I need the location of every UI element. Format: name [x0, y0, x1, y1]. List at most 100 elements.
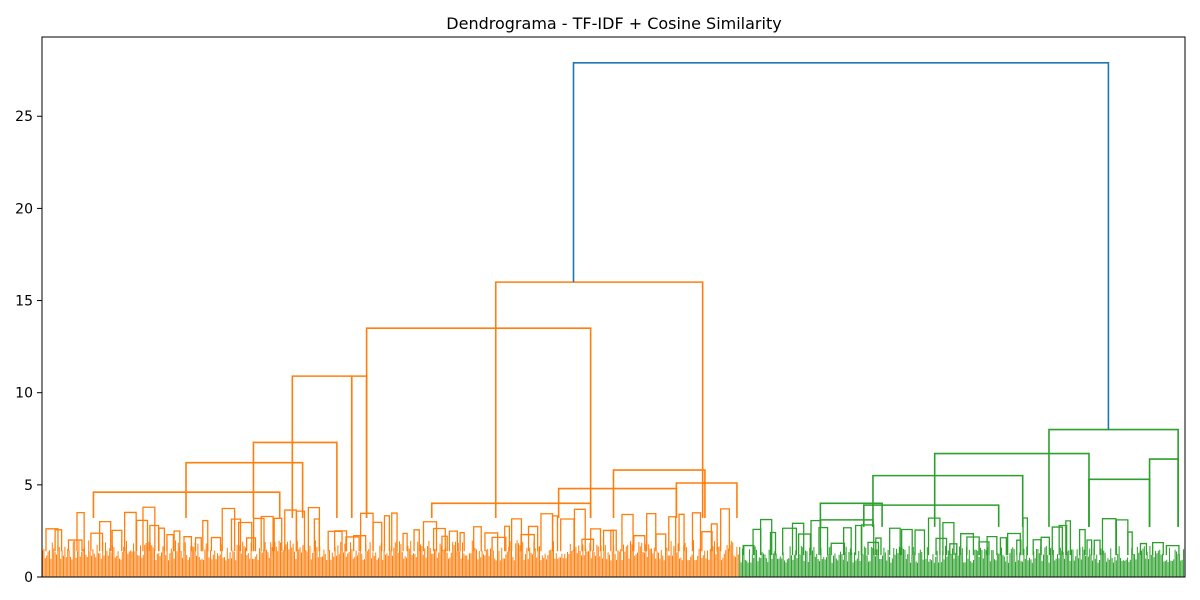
subcluster-link	[166, 533, 174, 552]
subcluster-link	[867, 541, 880, 556]
subcluster-link	[560, 518, 575, 552]
subcluster-link	[540, 513, 554, 552]
subcluster-link	[491, 536, 507, 552]
subcluster-link	[678, 513, 685, 552]
subcluster-link	[504, 525, 511, 552]
subcluster-link	[960, 533, 975, 556]
subcluster-link	[230, 518, 242, 552]
subcluster-link	[1040, 536, 1050, 556]
y-tick-label: 10	[15, 386, 33, 402]
subcluster-link	[313, 518, 320, 552]
subcluster-link	[173, 530, 181, 552]
subcluster-link	[551, 515, 559, 552]
cluster-link	[185, 461, 304, 519]
subcluster-link	[413, 529, 420, 552]
subcluster-link	[854, 524, 862, 556]
subcluster-link	[484, 532, 499, 552]
y-tick-label: 0	[24, 570, 33, 586]
subcluster-link	[158, 527, 166, 552]
cluster-links	[92, 62, 1179, 527]
subcluster-link	[602, 529, 614, 552]
subcluster-link	[590, 528, 602, 552]
subcluster-link	[861, 524, 875, 556]
subcluster-link	[1058, 524, 1068, 556]
subcluster-link	[383, 515, 391, 552]
cluster-link	[819, 502, 883, 527]
subcluster-link	[691, 512, 702, 552]
subcluster-link	[978, 541, 990, 556]
cluster-link	[863, 504, 1000, 527]
subcluster-link	[889, 527, 901, 556]
subcluster-link	[830, 542, 846, 556]
cluster-link	[494, 281, 704, 519]
subcluster-link	[1115, 519, 1129, 556]
subcluster-link	[610, 529, 617, 552]
subcluster-link	[54, 529, 63, 552]
cluster-link	[350, 375, 368, 519]
subcluster-link	[1093, 539, 1101, 556]
y-tick-label: 20	[15, 201, 33, 217]
y-axis: 0 5 10 15 20 25	[15, 109, 42, 586]
root-link	[572, 62, 1110, 430]
subcluster-link	[183, 536, 193, 552]
subcluster-link	[1165, 544, 1180, 556]
subcluster-link	[245, 537, 257, 552]
subcluster-link	[98, 520, 112, 552]
subcluster-link	[701, 531, 713, 552]
subcluster-link	[1086, 539, 1093, 556]
subcluster-link	[875, 537, 882, 556]
cluster-link	[291, 375, 353, 519]
subcluster-link	[621, 513, 634, 552]
subcluster-link	[345, 536, 360, 552]
subcluster-link	[202, 519, 209, 552]
subcluster-link	[986, 536, 998, 556]
chart-title: Dendrograma - TF-IDF + Cosine Similarity	[446, 14, 781, 33]
subcluster-link	[67, 539, 83, 552]
subcluster-link	[194, 537, 202, 552]
subcluster-link	[949, 543, 958, 556]
subcluster-link	[1065, 520, 1072, 556]
subcluster-link	[810, 519, 822, 556]
subcluster-link	[935, 537, 948, 556]
cluster-link	[365, 327, 592, 519]
subcluster-link	[473, 526, 482, 552]
y-tick-label: 15	[15, 294, 33, 310]
subcluster-link	[295, 510, 306, 552]
subcluster-link	[221, 507, 236, 552]
subcluster-link	[914, 529, 926, 556]
cluster-link	[933, 452, 1090, 527]
subcluster-link	[459, 531, 465, 552]
cluster-link	[675, 482, 738, 519]
subcluster-link	[402, 532, 408, 552]
subcluster-link	[1022, 517, 1029, 556]
subcluster-link	[238, 521, 253, 552]
subcluster-link	[843, 527, 852, 556]
subcluster-link	[1139, 542, 1148, 556]
y-tick-label: 25	[15, 109, 33, 125]
subcluster-link	[573, 508, 586, 552]
subcluster-link	[1101, 518, 1117, 556]
cluster-link	[430, 502, 592, 519]
subcluster-link	[520, 533, 535, 552]
subcluster-link	[422, 521, 438, 552]
subcluster-link	[527, 525, 539, 552]
subcluster-link	[901, 528, 913, 556]
subcluster-link	[1051, 526, 1063, 556]
subcluster-link	[791, 522, 805, 556]
subcluster-link	[646, 513, 657, 552]
subcluster-link	[668, 516, 677, 552]
subcluster-link	[90, 532, 104, 552]
cluster-link	[872, 474, 1024, 527]
subcluster-link	[273, 517, 283, 552]
subcluster-link	[818, 526, 829, 556]
cluster-link	[1148, 458, 1179, 527]
subcluster-link	[1151, 541, 1164, 556]
cluster-link	[819, 519, 874, 527]
subcluster-link	[769, 531, 777, 556]
leaf-links	[42, 506, 1186, 577]
subcluster-link	[1078, 528, 1086, 556]
subcluster-link	[210, 536, 222, 552]
subcluster-link	[782, 527, 798, 556]
subcluster-link	[45, 528, 59, 552]
subcluster-link	[76, 511, 85, 552]
